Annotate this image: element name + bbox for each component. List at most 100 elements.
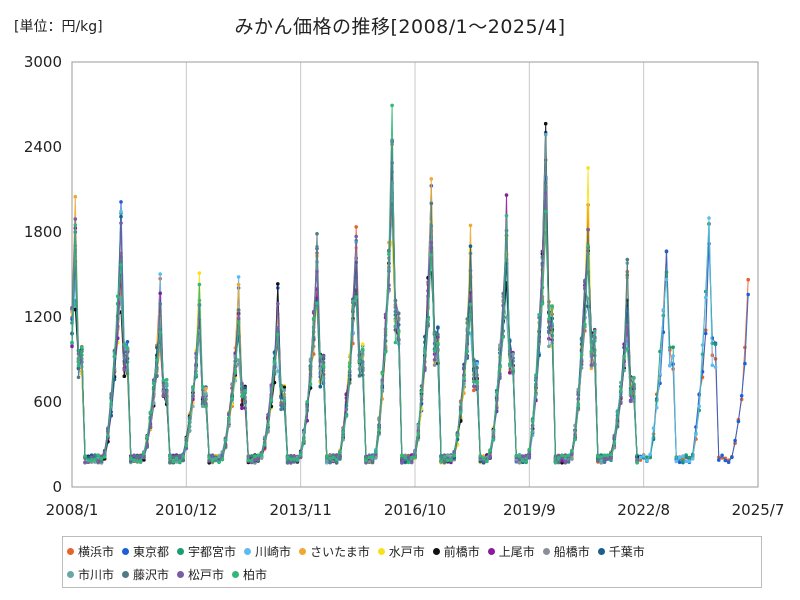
data-point bbox=[465, 349, 470, 354]
data-point bbox=[681, 454, 685, 458]
data-point bbox=[485, 459, 489, 464]
data-point bbox=[227, 416, 231, 421]
data-point bbox=[341, 430, 345, 434]
legend-marker-icon bbox=[432, 548, 440, 555]
data-point bbox=[370, 460, 375, 465]
legend-item: 横浜市 bbox=[67, 543, 114, 560]
data-point bbox=[122, 367, 127, 372]
legend-marker-icon bbox=[597, 548, 605, 555]
data-point bbox=[488, 448, 492, 453]
data-point bbox=[449, 458, 453, 462]
data-point bbox=[521, 458, 525, 463]
data-point bbox=[191, 385, 195, 390]
y-tick-label: 0 bbox=[52, 478, 62, 496]
legend-marker-icon bbox=[122, 548, 130, 555]
data-point bbox=[93, 457, 97, 462]
data-point bbox=[181, 458, 185, 463]
x-tick-label: 2022/8 bbox=[617, 501, 670, 519]
data-point bbox=[596, 454, 600, 459]
legend-item: 市川市 bbox=[67, 566, 114, 583]
legend-label: 市川市 bbox=[78, 568, 115, 582]
data-point bbox=[351, 299, 355, 303]
data-point bbox=[354, 225, 359, 229]
x-tick-label: 2013/11 bbox=[270, 501, 332, 519]
data-point bbox=[661, 308, 666, 312]
data-point bbox=[576, 403, 581, 407]
data-point bbox=[677, 455, 682, 460]
data-point bbox=[119, 221, 123, 225]
legend-row: 市川市 藤沢市 松戸市 柏市 bbox=[67, 566, 267, 583]
data-point bbox=[746, 292, 750, 297]
data-point bbox=[344, 414, 349, 418]
data-point bbox=[315, 232, 319, 236]
series-9 bbox=[70, 175, 639, 465]
data-point bbox=[713, 342, 718, 347]
data-point bbox=[409, 460, 414, 464]
data-point bbox=[478, 459, 483, 464]
data-point bbox=[158, 272, 162, 276]
data-point bbox=[468, 244, 473, 248]
data-point bbox=[671, 354, 675, 358]
data-point bbox=[249, 458, 254, 463]
data-point bbox=[240, 394, 244, 399]
data-point bbox=[142, 458, 146, 462]
data-point bbox=[736, 419, 741, 424]
legend-label: 水戸市 bbox=[388, 545, 425, 559]
data-point bbox=[677, 460, 682, 465]
data-point bbox=[318, 366, 323, 371]
data-point bbox=[429, 223, 434, 228]
data-point bbox=[664, 277, 669, 282]
legend-label: 前橋市 bbox=[443, 545, 480, 559]
data-point bbox=[269, 398, 274, 403]
data-point bbox=[171, 460, 176, 464]
data-point bbox=[619, 401, 623, 406]
data-point bbox=[684, 453, 688, 457]
data-point bbox=[119, 214, 123, 219]
data-point bbox=[589, 363, 594, 367]
data-point bbox=[338, 450, 342, 455]
data-point bbox=[213, 456, 218, 461]
x-tick-label: 2010/12 bbox=[155, 501, 217, 519]
data-point bbox=[504, 315, 509, 320]
data-point bbox=[556, 456, 561, 460]
data-point bbox=[145, 435, 149, 440]
series-line bbox=[71, 144, 749, 464]
data-point bbox=[86, 455, 91, 460]
data-point bbox=[429, 240, 434, 245]
legend-item: 宇都宮市 bbox=[177, 543, 236, 560]
data-point bbox=[200, 385, 205, 389]
data-point bbox=[674, 459, 679, 464]
data-point bbox=[357, 373, 362, 378]
data-point bbox=[276, 369, 280, 374]
data-point bbox=[102, 455, 107, 459]
y-tick-label: 600 bbox=[33, 393, 62, 411]
data-point bbox=[80, 345, 84, 350]
data-point bbox=[507, 371, 512, 375]
data-point bbox=[726, 460, 731, 465]
data-point bbox=[112, 354, 117, 358]
data-point bbox=[276, 332, 280, 337]
data-point bbox=[586, 227, 590, 232]
data-point bbox=[132, 458, 136, 462]
data-point bbox=[599, 460, 603, 465]
data-point bbox=[168, 460, 172, 465]
chart-series bbox=[70, 103, 750, 465]
y-tick-label: 1800 bbox=[24, 223, 62, 241]
data-point bbox=[668, 363, 672, 368]
legend-label: 上尾市 bbox=[498, 545, 535, 559]
legend-marker-icon bbox=[299, 548, 307, 555]
legend-label: さいたま市 bbox=[310, 545, 370, 559]
data-point bbox=[442, 460, 447, 464]
data-point bbox=[445, 453, 450, 457]
data-point bbox=[236, 358, 241, 363]
x-tick-label: 2019/9 bbox=[503, 501, 556, 519]
data-point bbox=[367, 455, 372, 460]
data-point bbox=[328, 456, 332, 461]
data-point bbox=[521, 454, 525, 458]
data-point bbox=[285, 460, 290, 465]
data-point bbox=[687, 456, 692, 460]
data-point bbox=[374, 449, 378, 454]
data-point bbox=[423, 350, 427, 354]
data-point bbox=[462, 376, 466, 381]
data-point bbox=[504, 193, 509, 197]
